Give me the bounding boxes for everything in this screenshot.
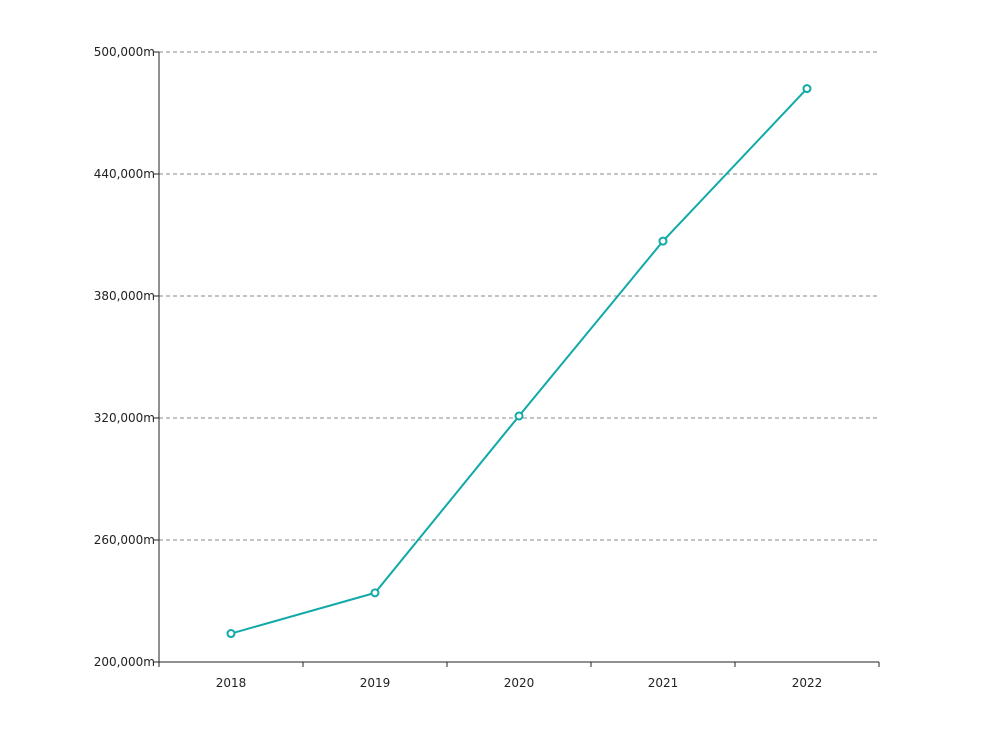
series-layer <box>226 84 812 639</box>
data-point[interactable] <box>514 411 524 421</box>
x-tick-label: 2018 <box>216 676 247 690</box>
tick-labels: 200,000m 260,000m 320,000m 380,000m 440,000m… <box>94 45 823 690</box>
x-tick-label: 2021 <box>648 676 679 690</box>
data-point[interactable] <box>802 84 812 94</box>
axes <box>154 51 880 667</box>
x-tick-label: 2019 <box>360 676 391 690</box>
data-point[interactable] <box>370 588 380 598</box>
y-tick-label: 440,000m <box>94 167 155 181</box>
y-tick-label: 380,000m <box>94 289 155 303</box>
data-point[interactable] <box>226 629 236 639</box>
x-tick-label: 2022 <box>792 676 823 690</box>
data-point[interactable] <box>658 236 668 246</box>
gridlines <box>159 51 879 541</box>
x-tick-label: 2020 <box>504 676 535 690</box>
series-line <box>230 87 808 635</box>
y-tick-label: 200,000m <box>94 655 155 669</box>
y-tick-label: 260,000m <box>94 533 155 547</box>
y-tick-label: 320,000m <box>94 411 155 425</box>
y-tick-label: 500,000m <box>94 45 155 59</box>
